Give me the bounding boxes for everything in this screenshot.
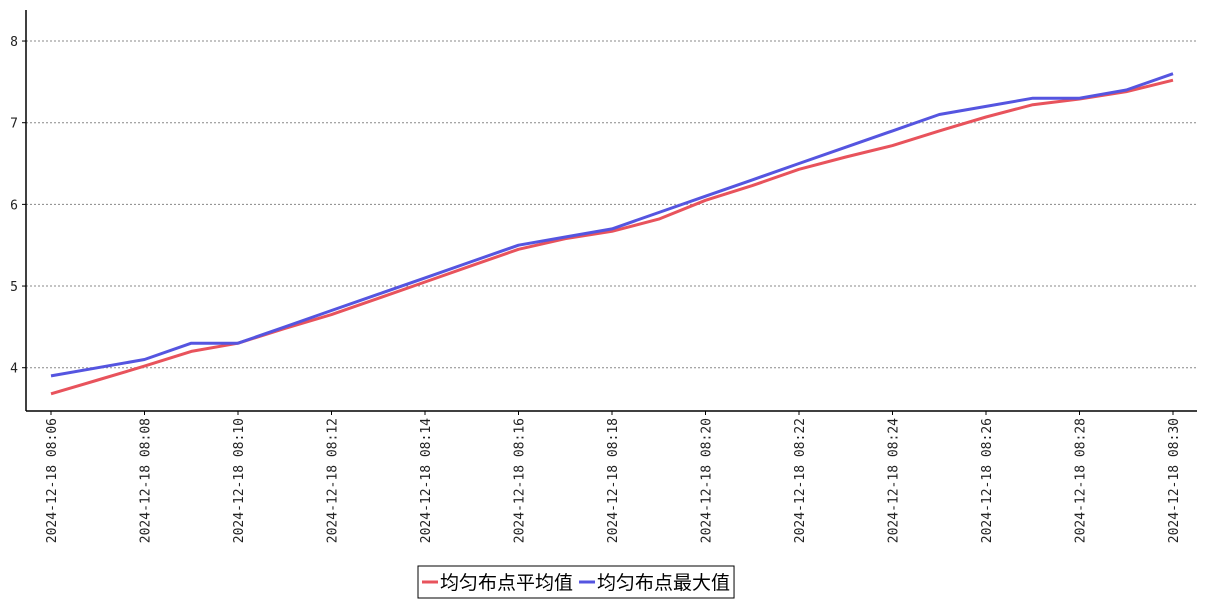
legend-label: 均匀布点最大值	[597, 572, 730, 594]
series-line	[50, 78, 1174, 396]
legend: 均匀布点平均值 均匀布点最大值	[417, 565, 735, 599]
legend-box	[417, 565, 735, 599]
x-tick-label: 2024-12-18 08:20	[700, 418, 715, 543]
x-tick-label: 2024-12-18 08:14	[419, 418, 434, 543]
x-tick-label: 2024-12-18 08:18	[606, 418, 621, 543]
x-tick-label: 2024-12-18 08:10	[232, 418, 247, 543]
x-tick-label: 2024-12-18 08:26	[980, 418, 995, 543]
x-tick-label: 2024-12-18 08:16	[513, 418, 528, 543]
x-tick-label: 2024-12-18 08:22	[793, 418, 808, 543]
y-tick-label: 4	[10, 362, 18, 377]
x-tick-label: 2024-12-18 08:08	[139, 418, 154, 543]
x-tick-label: 2024-12-18 08:06	[45, 418, 60, 543]
x-tick-label: 2024-12-18 08:30	[1167, 418, 1182, 543]
series-line	[50, 72, 1174, 378]
x-tick-label: 2024-12-18 08:28	[1074, 418, 1089, 543]
y-tick-label: 5	[10, 280, 18, 295]
legend-label: 均匀布点平均值	[440, 572, 573, 594]
y-tick-label: 7	[10, 117, 18, 132]
x-tick-label: 2024-12-18 08:12	[326, 418, 341, 543]
y-tick-label: 6	[10, 198, 18, 213]
x-tick-label: 2024-12-18 08:24	[887, 418, 902, 543]
y-tick-label: 8	[10, 35, 18, 50]
